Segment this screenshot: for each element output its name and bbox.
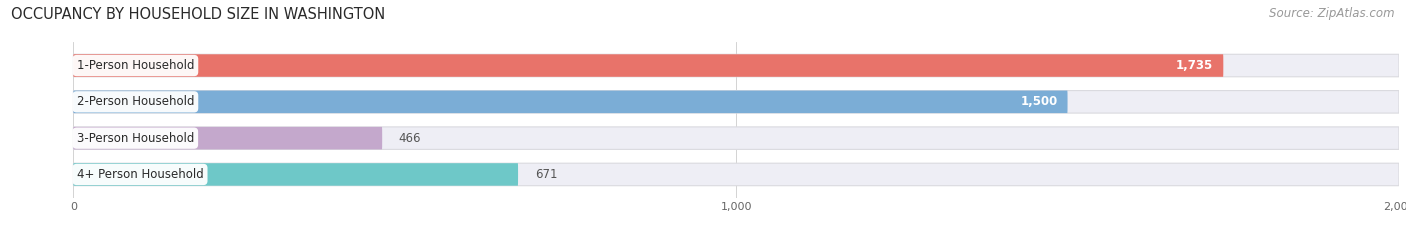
FancyBboxPatch shape <box>73 91 1067 113</box>
FancyBboxPatch shape <box>73 127 382 149</box>
FancyBboxPatch shape <box>73 163 517 186</box>
Text: Source: ZipAtlas.com: Source: ZipAtlas.com <box>1270 7 1395 20</box>
Text: 466: 466 <box>399 132 422 145</box>
Text: 1,500: 1,500 <box>1021 95 1057 108</box>
FancyBboxPatch shape <box>73 127 1399 149</box>
FancyBboxPatch shape <box>73 163 1399 186</box>
Text: 3-Person Household: 3-Person Household <box>76 132 194 145</box>
Text: 671: 671 <box>534 168 557 181</box>
FancyBboxPatch shape <box>73 54 1223 77</box>
Text: 1,735: 1,735 <box>1177 59 1213 72</box>
Text: 2-Person Household: 2-Person Household <box>76 95 194 108</box>
FancyBboxPatch shape <box>73 91 1399 113</box>
Text: 1-Person Household: 1-Person Household <box>76 59 194 72</box>
Text: OCCUPANCY BY HOUSEHOLD SIZE IN WASHINGTON: OCCUPANCY BY HOUSEHOLD SIZE IN WASHINGTO… <box>11 7 385 22</box>
Text: 4+ Person Household: 4+ Person Household <box>76 168 204 181</box>
FancyBboxPatch shape <box>73 54 1399 77</box>
